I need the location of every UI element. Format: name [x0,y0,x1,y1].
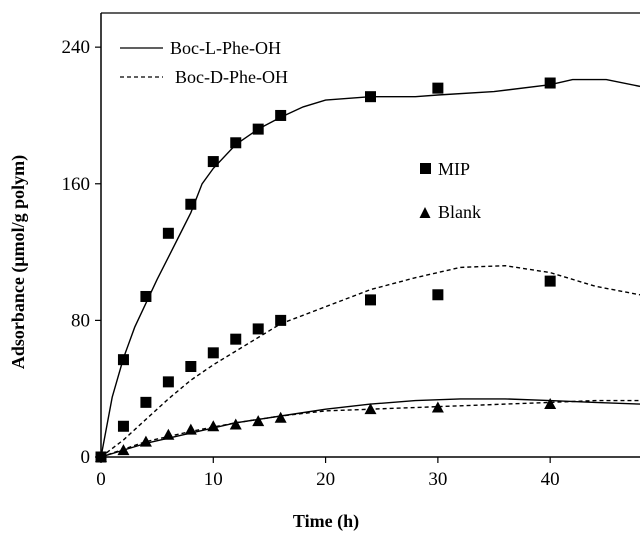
y-tick-label: 80 [71,310,90,331]
data-point-square [230,334,241,345]
data-point-square [545,276,556,287]
data-point-triangle [162,429,174,440]
y-tick-label: 0 [81,447,91,468]
x-tick-label: 20 [316,469,335,490]
data-point-square [208,156,219,167]
data-point-square [163,376,174,387]
legend-label-l: Boc-L-Phe-OH [170,38,281,58]
y-tick-label: 160 [62,174,91,195]
legend-label-blank: Blank [438,202,481,222]
x-tick-label: 0 [96,469,106,490]
x-axis-title: Time (h) [293,511,359,532]
legend-marker-triangle [420,207,431,218]
data-point-square [208,347,219,358]
data-point-square [118,354,129,365]
y-axis-title: Adsorbance (μmol/g polym) [8,155,29,369]
data-point-square [275,110,286,121]
legend-label-d: Boc-D-Phe-OH [175,67,288,87]
data-point-square [140,291,151,302]
y-tick-label: 240 [62,37,91,58]
data-point-square [365,91,376,102]
data-point-square [230,137,241,148]
data-point-square [365,294,376,305]
data-point-triangle [544,398,556,409]
data-point-square [432,83,443,94]
x-tick-label: 30 [428,469,447,490]
data-point-square [118,421,129,432]
data-point-triangle [117,444,129,455]
legend-marker-square [420,163,431,174]
data-point-square [253,124,264,135]
points-layer [95,78,556,463]
marker-legend: MIP Blank [420,159,482,222]
data-point-square [185,199,196,210]
data-point-triangle [185,424,197,435]
data-point-square [432,289,443,300]
data-point-square [185,361,196,372]
data-point-square [163,228,174,239]
line-legend: Boc-L-Phe-OH Boc-D-Phe-OH [120,38,288,87]
data-point-square [545,78,556,89]
data-point-square [253,323,264,334]
x-tick-label: 10 [204,469,223,490]
x-tick-label: 40 [541,469,560,490]
legend-label-mip: MIP [438,159,470,179]
data-point-square [275,315,286,326]
data-point-square [140,397,151,408]
curves-layer [101,80,640,457]
